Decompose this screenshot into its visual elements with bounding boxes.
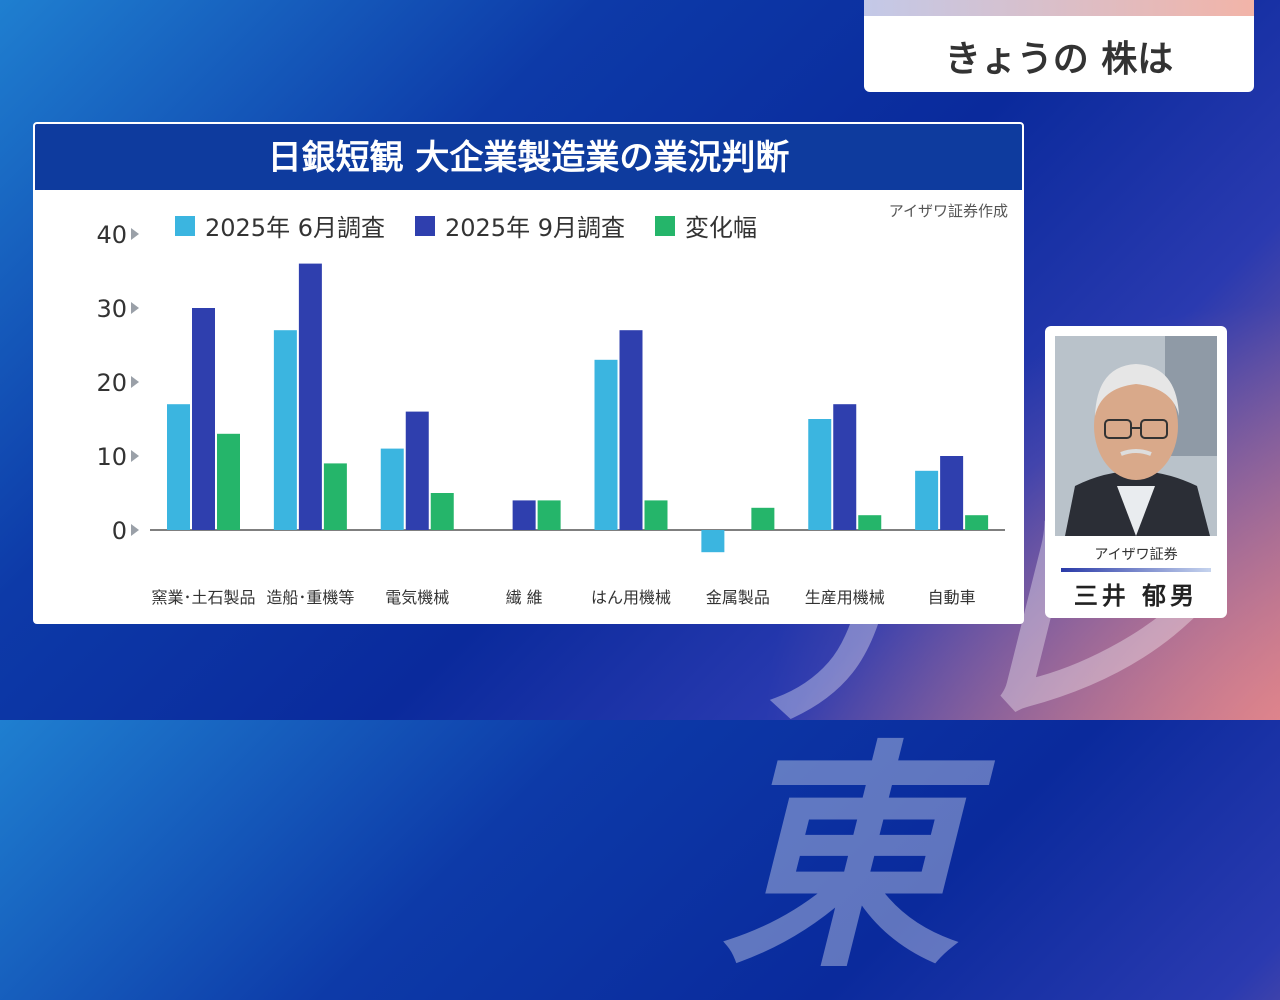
y-tick-marker <box>131 228 139 240</box>
legend-swatch-june <box>175 215 195 236</box>
x-tick-label: 金属製品 <box>706 588 770 607</box>
y-tick-label: 20 <box>96 369 127 397</box>
bar-2025年 9月調査 <box>512 500 536 530</box>
bar-2025年 9月調査 <box>619 330 643 530</box>
x-tick-label: 窯業･土石製品 <box>151 588 255 607</box>
legend-item-june: 2025年 6月調査 <box>175 208 385 243</box>
y-tick-marker <box>131 302 139 314</box>
bar-変化幅 <box>217 433 240 530</box>
y-tick-label: 0 <box>112 517 127 545</box>
y-tick-label: 30 <box>96 295 127 323</box>
bar-chart: 0 10 20 30 40 窯業･土石製品 造船･重機等 電気機械 繊 維 はん用機械 金属製品 生産… <box>96 221 1005 607</box>
bar-2025年 6月調査 <box>594 359 618 530</box>
x-tick-label: 生産用機械 <box>805 588 885 607</box>
legend-label-june: 2025年 6月調査 <box>205 214 385 242</box>
legend-swatch-change <box>654 215 675 236</box>
legend-swatch-september <box>414 215 435 236</box>
presenter-photo <box>1055 336 1217 536</box>
x-tick-label: 繊 維 <box>506 588 543 607</box>
segment-label-text: きょうの 株は <box>944 39 1174 80</box>
chart-card: 日銀短観 大企業製造業の業況判断 アイザワ証券作成 2025年 6月調査 202… <box>33 122 1024 624</box>
bar-2025年 6月調査 <box>167 404 190 530</box>
y-tick-label: 10 <box>96 443 127 471</box>
bar-2025年 9月調査 <box>833 404 857 530</box>
bar-2025年 6月調査 <box>701 530 725 553</box>
bar-2025年 6月調査 <box>808 419 832 530</box>
legend-item-change: 変化幅 <box>654 208 757 243</box>
legend-item-september: 2025年 9月調査 <box>414 208 625 243</box>
bar-変化幅 <box>965 515 989 530</box>
bar-2025年 6月調査 <box>380 448 404 530</box>
y-tick-marker <box>131 376 139 388</box>
legend-label-september: 2025年 9月調査 <box>444 214 625 242</box>
chart-source: アイザワ証券作成 <box>888 202 1008 220</box>
bar-2025年 9月調査 <box>298 263 322 530</box>
chart-title: 日銀短観 大企業製造業の業況判断 <box>35 124 1022 190</box>
presenter-organization: アイザワ証券 <box>1094 547 1178 563</box>
presenter-name-accent <box>1061 568 1211 572</box>
y-tick-marker <box>131 524 139 536</box>
chart-legend: 2025年 6月調査 2025年 9月調査 変化幅 <box>175 208 757 243</box>
presenter-photo-illustration <box>1055 336 1217 536</box>
bar-変化幅 <box>644 500 668 530</box>
bar-変化幅 <box>323 463 347 530</box>
presenter-name: 三井 郁男 <box>1073 582 1199 610</box>
bar-2025年 9月調査 <box>940 456 964 530</box>
presenter-card: アイザワ証券 三井 郁男 <box>1045 326 1227 618</box>
bar-2025年 9月調査 <box>405 411 429 530</box>
x-tick-label: 電気機械 <box>385 588 449 607</box>
bar-変化幅 <box>537 500 561 530</box>
legend-label-change: 変化幅 <box>684 214 757 242</box>
segment-label: きょうの 株は <box>864 0 1254 92</box>
y-tick-label: 40 <box>96 221 127 249</box>
x-tick-label: はん用機械 <box>591 588 671 607</box>
bar-2025年 6月調査 <box>915 470 939 530</box>
x-tick-label: 造船･重機等 <box>266 588 354 607</box>
bar-2025年 6月調査 <box>273 330 297 530</box>
segment-label-accent <box>864 0 1254 16</box>
bar-2025年 9月調査 <box>192 308 215 530</box>
x-tick-label: 自動車 <box>928 588 976 607</box>
bar-変化幅 <box>430 493 454 530</box>
bar-変化幅 <box>751 507 775 530</box>
bar-変化幅 <box>858 515 882 530</box>
y-tick-marker <box>131 450 139 462</box>
